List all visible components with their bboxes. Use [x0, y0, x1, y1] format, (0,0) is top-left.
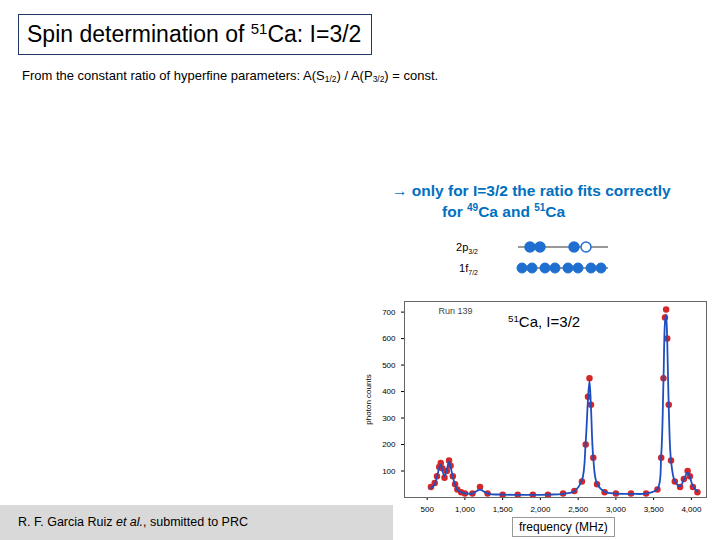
svg-text:photon counts: photon counts	[364, 374, 373, 424]
svg-text:1,500: 1,500	[493, 505, 514, 514]
svg-text:500: 500	[382, 361, 396, 370]
html-text:From the constant ratio of hyp: From the constant ratio of hyperfine par…	[22, 68, 439, 84]
svg-text:2,500: 2,500	[568, 505, 589, 514]
html-text:51Ca, I=3/2: 51Ca, I=3/2	[508, 312, 581, 330]
svg-text:4,000: 4,000	[681, 505, 702, 514]
html-text:frequency (MHz): frequency (MHz)	[519, 520, 608, 534]
svg-text:3,000: 3,000	[606, 505, 627, 514]
html-text:for49Ca and51Ca: for49Ca and51Ca	[442, 202, 566, 220]
svg-text:400: 400	[382, 387, 396, 396]
svg-text:700: 700	[382, 308, 396, 317]
html-text:Spin determination of51Ca: I=3: Spin determination of51Ca: I=3/2	[27, 19, 362, 47]
svg-text:2,000: 2,000	[530, 505, 551, 514]
svg-text:200: 200	[382, 440, 396, 449]
svg-text:1,000: 1,000	[455, 505, 476, 514]
html-text:R. F. Garcia Ruiz et al., subm: R. F. Garcia Ruiz et al., submitted to P…	[18, 515, 248, 529]
svg-text:300: 300	[382, 414, 396, 423]
svg-text:Run 139: Run 139	[439, 306, 473, 316]
svg-text:600: 600	[382, 334, 396, 343]
svg-text:1f7/2: 1f7/2	[459, 262, 478, 276]
svg-text:500: 500	[420, 505, 434, 514]
svg-text:100: 100	[382, 467, 396, 476]
html-text:→ only for I=3/2 the ratio fit: → only for I=3/2 the ratio fits correctl…	[392, 182, 671, 199]
svg-text:3,500: 3,500	[644, 505, 665, 514]
svg-text:2p3/2: 2p3/2	[456, 241, 478, 255]
